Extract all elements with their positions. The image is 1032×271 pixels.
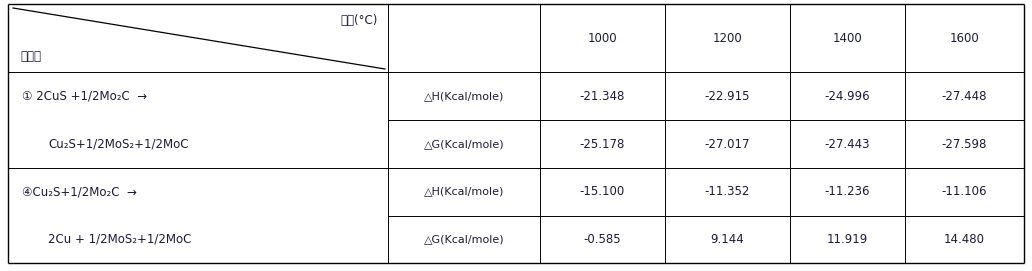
Text: 1000: 1000 bbox=[587, 31, 617, 44]
Text: △H(Kcal/mole): △H(Kcal/mole) bbox=[424, 91, 505, 101]
Text: 14.480: 14.480 bbox=[944, 233, 985, 246]
Text: -27.443: -27.443 bbox=[825, 137, 870, 150]
Text: -27.598: -27.598 bbox=[942, 137, 988, 150]
Text: -27.448: -27.448 bbox=[942, 89, 988, 102]
Text: Cu₂S+1/2MoS₂+1/2MoC: Cu₂S+1/2MoS₂+1/2MoC bbox=[49, 137, 189, 150]
Text: -15.100: -15.100 bbox=[580, 185, 625, 198]
Text: △H(Kcal/mole): △H(Kcal/mole) bbox=[424, 187, 505, 197]
Text: -11.106: -11.106 bbox=[942, 185, 988, 198]
Text: -25.178: -25.178 bbox=[580, 137, 625, 150]
Text: -21.348: -21.348 bbox=[580, 89, 625, 102]
Text: 1400: 1400 bbox=[833, 31, 863, 44]
Text: -22.915: -22.915 bbox=[705, 89, 750, 102]
Text: -11.352: -11.352 bbox=[705, 185, 750, 198]
Text: 1200: 1200 bbox=[713, 31, 742, 44]
Text: 1600: 1600 bbox=[949, 31, 979, 44]
Text: -27.017: -27.017 bbox=[705, 137, 750, 150]
Text: ④Cu₂S+1/2Mo₂C  →: ④Cu₂S+1/2Mo₂C → bbox=[22, 185, 137, 198]
Text: ① 2CuS +1/2Mo₂C  →: ① 2CuS +1/2Mo₂C → bbox=[22, 89, 148, 102]
Text: -11.236: -11.236 bbox=[825, 185, 870, 198]
Text: △G(Kcal/mole): △G(Kcal/mole) bbox=[424, 234, 505, 244]
Text: 9.144: 9.144 bbox=[711, 233, 744, 246]
Text: 반응식: 반응식 bbox=[20, 50, 41, 63]
Text: 11.919: 11.919 bbox=[827, 233, 868, 246]
Text: -0.585: -0.585 bbox=[584, 233, 621, 246]
Text: 2Cu + 1/2MoS₂+1/2MoC: 2Cu + 1/2MoS₂+1/2MoC bbox=[49, 233, 191, 246]
Text: -24.996: -24.996 bbox=[825, 89, 870, 102]
Text: △G(Kcal/mole): △G(Kcal/mole) bbox=[424, 139, 505, 149]
Text: 온도(°C): 온도(°C) bbox=[341, 14, 378, 27]
